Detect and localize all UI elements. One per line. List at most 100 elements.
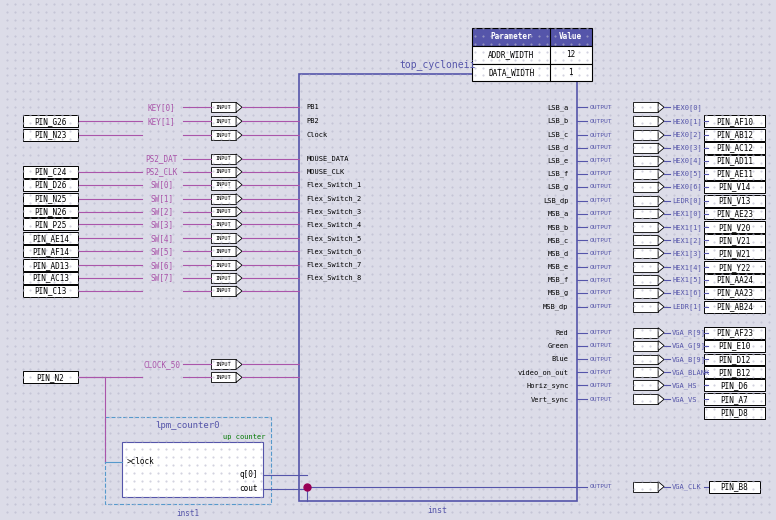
Polygon shape	[658, 223, 664, 232]
Text: OUTPUT: OUTPUT	[589, 397, 611, 402]
Text: SW[2]: SW[2]	[150, 207, 173, 216]
FancyBboxPatch shape	[704, 274, 765, 286]
Text: HEX0[5]: HEX0[5]	[672, 171, 702, 177]
FancyBboxPatch shape	[633, 102, 658, 112]
Text: HEX1[1]: HEX1[1]	[672, 224, 702, 231]
Polygon shape	[658, 368, 664, 378]
Text: INPUT: INPUT	[216, 105, 231, 110]
Text: SW[7]: SW[7]	[150, 274, 173, 282]
Text: PIN_AC13: PIN_AC13	[32, 274, 69, 282]
FancyBboxPatch shape	[704, 168, 765, 180]
Text: HEX0[4]: HEX0[4]	[672, 158, 702, 164]
FancyBboxPatch shape	[704, 142, 765, 154]
Text: OUTPUT: OUTPUT	[589, 370, 611, 375]
Text: SW[1]: SW[1]	[150, 194, 173, 203]
Polygon shape	[658, 275, 664, 285]
FancyBboxPatch shape	[633, 130, 658, 140]
FancyBboxPatch shape	[633, 181, 658, 192]
Text: OUTPUT: OUTPUT	[589, 119, 611, 124]
Text: OUTPUT: OUTPUT	[589, 133, 611, 138]
FancyBboxPatch shape	[211, 167, 236, 177]
FancyBboxPatch shape	[633, 482, 658, 491]
FancyBboxPatch shape	[633, 275, 658, 285]
Polygon shape	[658, 302, 664, 312]
Text: OUTPUT: OUTPUT	[589, 159, 611, 163]
FancyBboxPatch shape	[633, 169, 658, 179]
FancyBboxPatch shape	[704, 155, 765, 167]
Text: PIN_N26: PIN_N26	[34, 207, 67, 216]
Polygon shape	[658, 169, 664, 179]
Text: PIN_V13: PIN_V13	[719, 196, 750, 205]
FancyBboxPatch shape	[211, 180, 236, 190]
Text: SW[0]: SW[0]	[150, 180, 173, 189]
FancyBboxPatch shape	[211, 372, 236, 382]
Text: OUTPUT: OUTPUT	[589, 278, 611, 282]
Text: SW[3]: SW[3]	[150, 220, 173, 229]
Polygon shape	[658, 143, 664, 153]
Text: INPUT: INPUT	[216, 249, 231, 254]
Text: OUTPUT: OUTPUT	[589, 184, 611, 189]
Polygon shape	[236, 219, 242, 229]
Text: PIN_D12: PIN_D12	[719, 355, 750, 364]
Text: MOUSE_DATA: MOUSE_DATA	[307, 155, 349, 162]
Text: OUTPUT: OUTPUT	[589, 225, 611, 230]
Text: VGA_B[9]: VGA_B[9]	[672, 356, 706, 363]
FancyBboxPatch shape	[633, 368, 658, 378]
Polygon shape	[658, 262, 664, 272]
Text: VGA_R[9]: VGA_R[9]	[672, 329, 706, 336]
Text: VGA_VS: VGA_VS	[672, 396, 698, 402]
Text: OUTPUT: OUTPUT	[589, 251, 611, 256]
Text: MSB_dp: MSB_dp	[543, 304, 569, 310]
Text: Flex_Switch_2: Flex_Switch_2	[307, 196, 362, 202]
Text: VGA_BLANK: VGA_BLANK	[672, 369, 710, 376]
FancyBboxPatch shape	[704, 301, 765, 313]
FancyBboxPatch shape	[704, 393, 765, 405]
Text: VGA_HS: VGA_HS	[672, 382, 698, 388]
FancyBboxPatch shape	[211, 286, 236, 296]
Text: INPUT: INPUT	[216, 182, 231, 187]
FancyBboxPatch shape	[704, 207, 765, 219]
Text: PIN_C13: PIN_C13	[34, 287, 67, 295]
FancyBboxPatch shape	[633, 143, 658, 153]
Text: INPUT: INPUT	[216, 133, 231, 138]
Text: PIN_C24: PIN_C24	[34, 167, 67, 176]
Text: ADDR_WIDTH: ADDR_WIDTH	[488, 50, 534, 59]
Polygon shape	[236, 154, 242, 164]
Text: HEX1[3]: HEX1[3]	[672, 250, 702, 256]
Polygon shape	[236, 260, 242, 270]
Text: Red: Red	[556, 330, 569, 336]
FancyBboxPatch shape	[704, 248, 765, 259]
Polygon shape	[658, 196, 664, 205]
Text: LEDR[0]: LEDR[0]	[672, 197, 702, 204]
FancyBboxPatch shape	[211, 233, 236, 243]
Text: MSB_f: MSB_f	[548, 277, 569, 283]
FancyBboxPatch shape	[211, 273, 236, 283]
Text: Clock: Clock	[307, 132, 327, 138]
Text: OUTPUT: OUTPUT	[589, 291, 611, 295]
FancyBboxPatch shape	[704, 340, 765, 352]
Text: HEX1[6]: HEX1[6]	[672, 290, 702, 296]
FancyBboxPatch shape	[633, 262, 658, 272]
Text: HEX0[1]: HEX0[1]	[672, 118, 702, 124]
Text: INPUT: INPUT	[216, 263, 231, 268]
FancyBboxPatch shape	[211, 116, 236, 126]
Polygon shape	[236, 246, 242, 256]
Polygon shape	[658, 394, 664, 404]
Text: LSB_g: LSB_g	[548, 184, 569, 190]
Text: PIN_AF14: PIN_AF14	[32, 247, 69, 256]
Text: PIN_AE14: PIN_AE14	[32, 234, 69, 243]
Text: 12: 12	[566, 50, 575, 59]
FancyBboxPatch shape	[633, 380, 658, 391]
FancyBboxPatch shape	[23, 371, 78, 383]
FancyBboxPatch shape	[23, 129, 78, 141]
FancyBboxPatch shape	[211, 193, 236, 203]
Text: Flex_Switch_7: Flex_Switch_7	[307, 262, 362, 268]
FancyBboxPatch shape	[704, 407, 765, 419]
Text: Flex_Switch_5: Flex_Switch_5	[307, 235, 362, 242]
FancyBboxPatch shape	[704, 354, 765, 366]
Text: INPUT: INPUT	[216, 209, 231, 214]
Text: MOUSE_CLK: MOUSE_CLK	[307, 168, 345, 175]
Text: PIN_D26: PIN_D26	[34, 180, 67, 189]
Text: PIN_G26: PIN_G26	[34, 116, 67, 126]
FancyBboxPatch shape	[704, 129, 765, 141]
